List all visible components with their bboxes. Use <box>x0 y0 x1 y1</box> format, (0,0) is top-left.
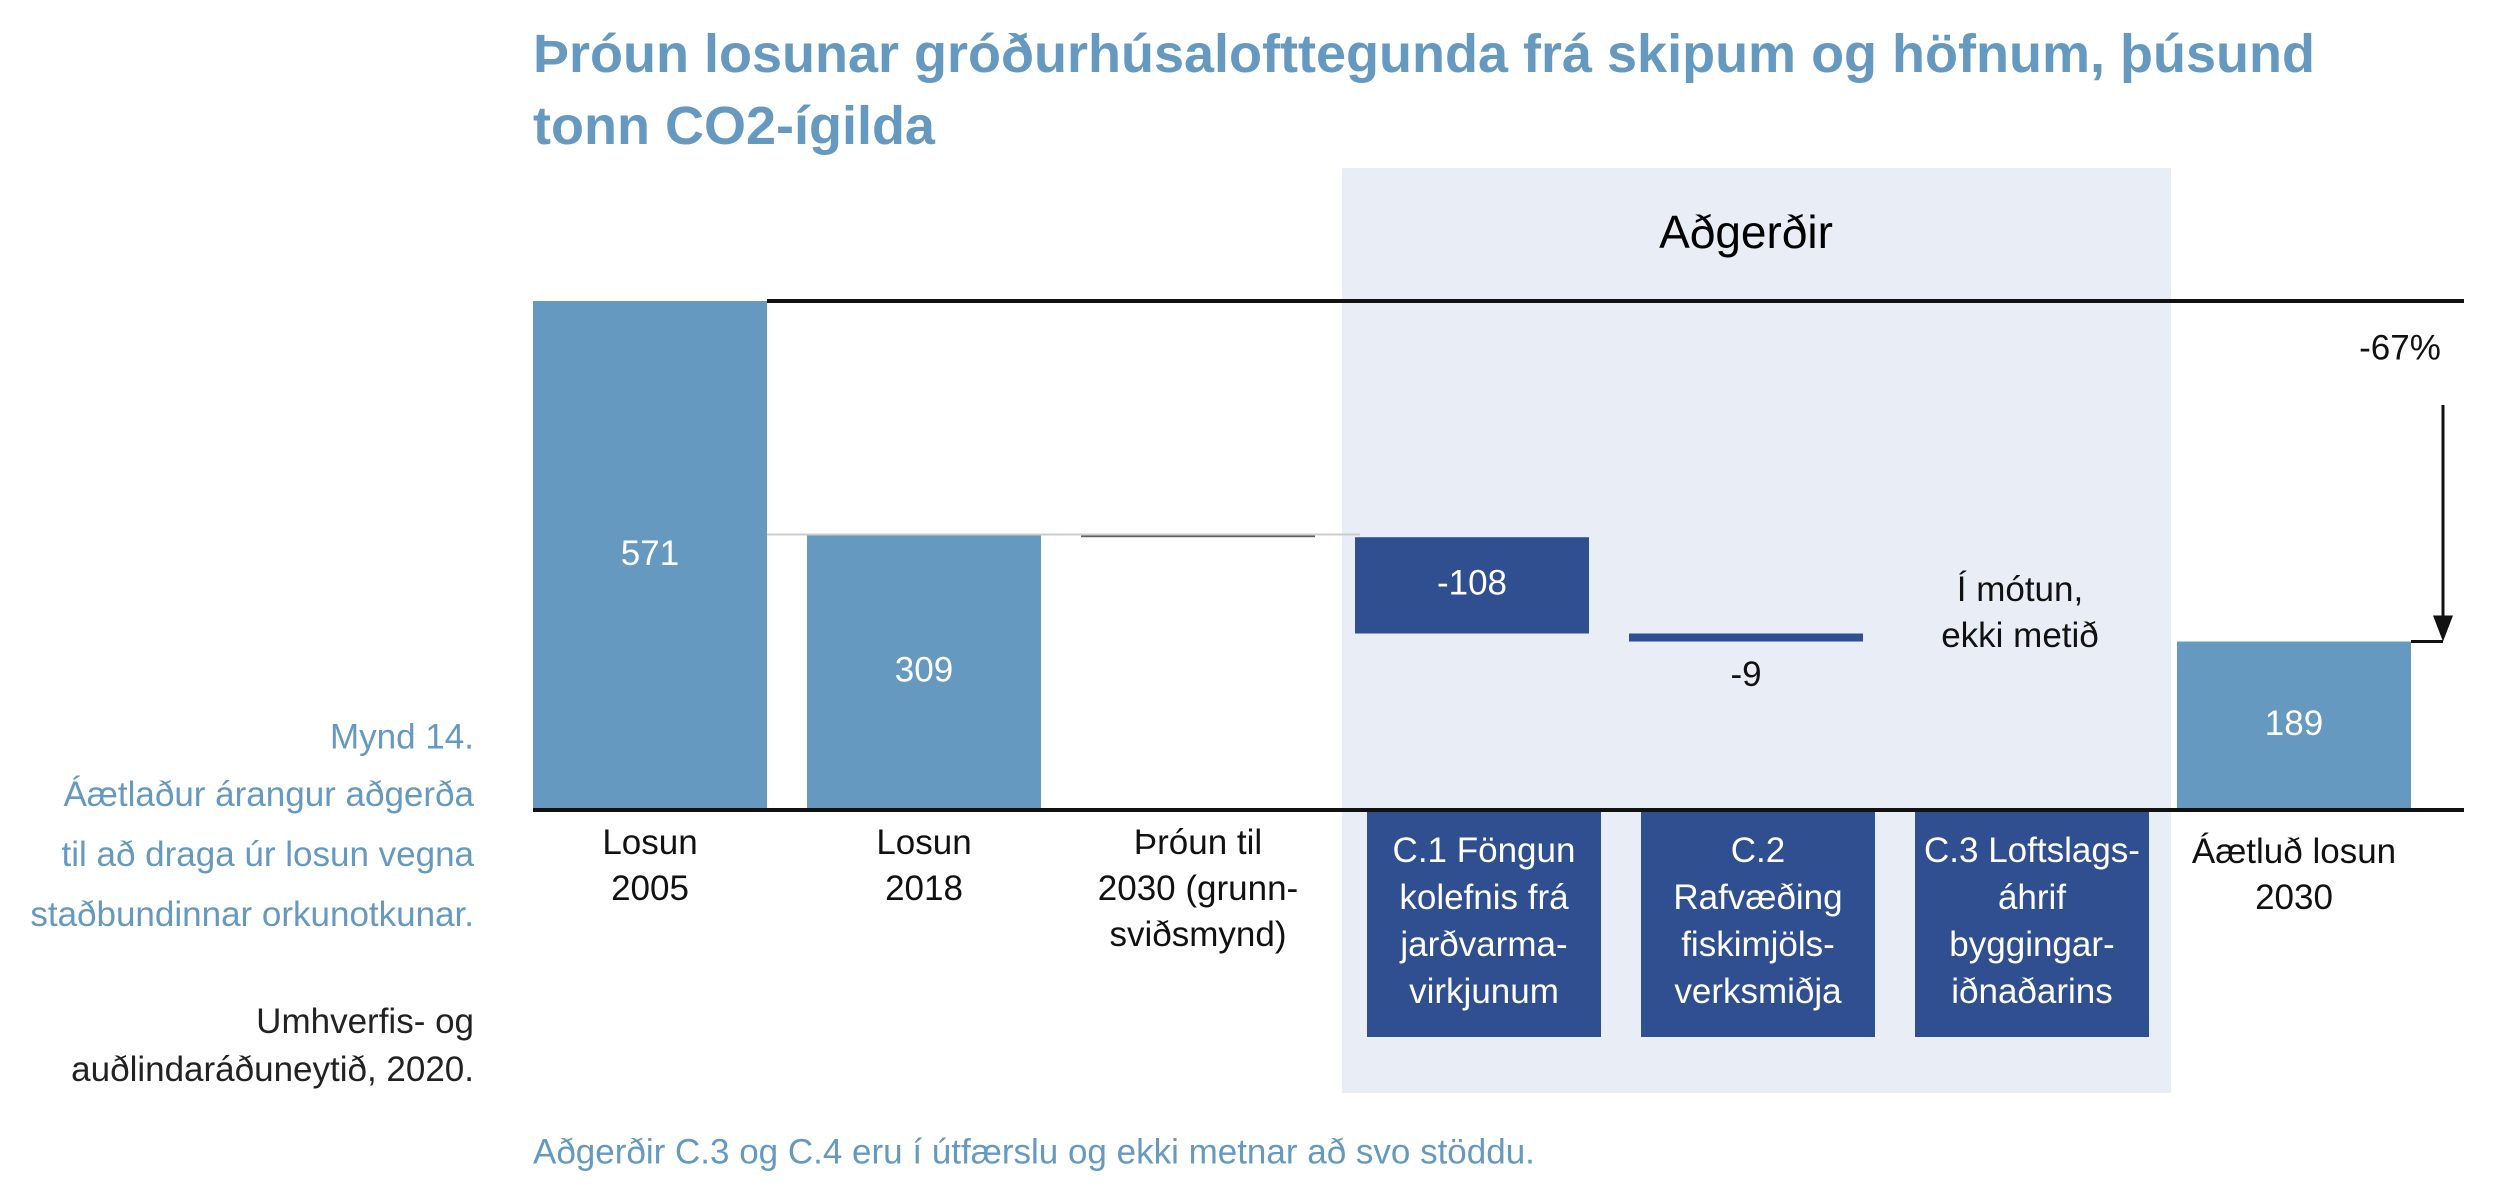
value-label: 309 <box>895 651 953 690</box>
x-tick-label: Áætluð losun 2030 <box>2192 832 2396 917</box>
bar <box>2177 641 2411 810</box>
chart-title: Þróun losunar gróðurhúsalofttegunda frá … <box>533 24 2315 156</box>
x-tick-label: Losun 2018 <box>876 823 971 908</box>
caption-figure: Mynd 14. <box>330 717 474 756</box>
bar <box>807 534 1041 810</box>
bar <box>1355 537 1589 634</box>
category-box <box>1915 812 2149 1037</box>
value-label: -9 <box>1730 655 1761 694</box>
bar <box>1629 633 1863 642</box>
x-tick-label: C.2 Rafvæðing fiskimjöls-verksmiðja <box>1673 831 1842 1011</box>
value-label: 571 <box>621 534 679 573</box>
category-box <box>1641 812 1875 1037</box>
x-tick-label: Þróun til 2030 (grunn-sviðsmynd) <box>1098 823 1298 954</box>
x-tick-label: Losun 2005 <box>602 823 697 908</box>
x-tick-label: C.1 Föngun kolefnis frá jarðvarma-virkjunu… <box>1393 831 1576 1011</box>
value-label: 189 <box>2265 704 2323 743</box>
change-arrowhead <box>2433 615 2453 642</box>
x-tick-label: C.3 Loftslags-áhrif byggingar-iðnaðarins <box>1924 831 2140 1011</box>
category-box <box>1367 812 1601 1037</box>
caption-text: Áætlaður árangur aðgerða til að draga úr … <box>30 775 474 934</box>
value-label: -108 <box>1437 564 1507 603</box>
bar <box>1081 534 1315 538</box>
footnote: Aðgerðir C.3 og C.4 eru í útfærslu og ek… <box>533 1132 1535 1171</box>
bar <box>533 301 767 810</box>
change-label: -67% <box>2359 328 2441 367</box>
caption-source: Umhverfis- og auðlindaráðuneytið, 2020. <box>71 1002 474 1089</box>
panel-label: Aðgerðir <box>1659 206 1833 258</box>
pending-label: Í mótun, ekki metið <box>1941 570 2099 655</box>
